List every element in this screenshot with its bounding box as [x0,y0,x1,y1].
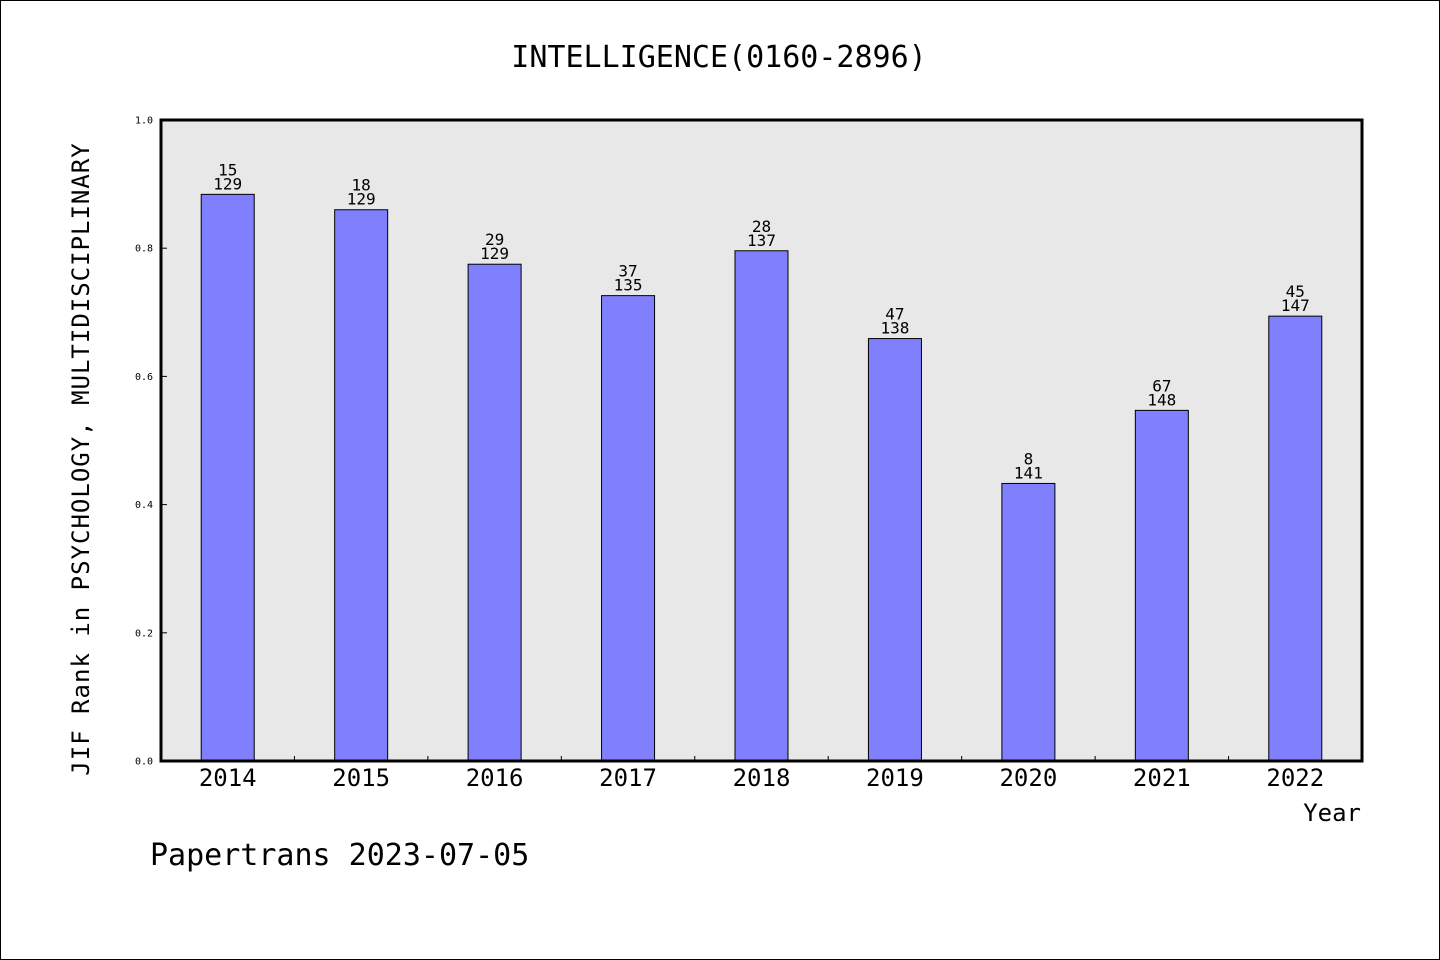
data-label-rank-2016: 29 [485,230,504,249]
x-tick-label-2015: 2015 [332,764,390,792]
data-label-total-2014: 129 [213,174,242,193]
bar-2016 [467,263,522,762]
data-label-total-2021: 148 [1147,390,1176,409]
bar-2021 [1134,409,1189,762]
x-tick-label-2020: 2020 [999,764,1057,792]
data-label-total-2019: 138 [880,319,909,338]
data-label-rank-2018: 28 [752,217,771,236]
x-axis-ticks: 2014 2015 2016 2017 2018 2019 2020 2021 2022 [199,756,1324,792]
chart-title: INTELLIGENCE(0160-2896) [511,40,926,75]
bar-2020 [1001,482,1056,762]
data-label-total-2020: 141 [1014,463,1043,482]
data-label-rank-2017: 37 [618,262,637,281]
data-label-total-2016: 129 [480,244,509,263]
data-label-rank-2020: 8 [1024,449,1034,468]
y-tick-label-0.2: 0.2 [135,628,153,639]
data-label-total-2022: 147 [1281,296,1310,315]
data-label-total-2017: 135 [614,276,643,295]
bar-2018 [734,250,789,762]
x-axis-label: Year [1303,799,1361,827]
bars-layer [200,193,1323,762]
data-label-rank-2021: 67 [1152,376,1171,395]
y-axis-label: JIF Rank in PSYCHOLOGY, MULTIDISCIPLINAR… [67,142,95,775]
x-tick-label-2019: 2019 [866,764,924,792]
bar-2014 [200,193,255,762]
x-tick-label-2016: 2016 [466,764,524,792]
y-tick-label-1.0: 1.0 [135,116,153,127]
bar-2019 [867,338,922,762]
y-tick-label-0.6: 0.6 [135,372,153,383]
x-tick-label-2021: 2021 [1133,764,1191,792]
x-tick-label-2022: 2022 [1266,764,1324,792]
x-tick-label-2017: 2017 [599,764,657,792]
x-tick-label-2018: 2018 [733,764,791,792]
x-tick-label-2014: 2014 [199,764,257,792]
data-label-total-2018: 137 [747,231,776,250]
data-label-total-2015: 129 [347,190,376,209]
data-label-rank-2015: 18 [352,176,371,195]
plot-frame [159,118,1364,763]
bar-2022 [1268,315,1323,762]
y-tick-label-0.8: 0.8 [135,244,153,255]
y-tick-label-0.4: 0.4 [135,500,153,511]
data-label-rank-2014: 15 [218,160,237,179]
y-tick-label-0.0: 0.0 [135,757,153,768]
data-label-rank-2019: 47 [885,305,904,324]
data-label-rank-2022: 45 [1286,282,1305,301]
bar-2015 [334,209,389,762]
bar-2017 [601,295,656,762]
footer-credit: Papertrans 2023-07-05 [150,838,529,873]
